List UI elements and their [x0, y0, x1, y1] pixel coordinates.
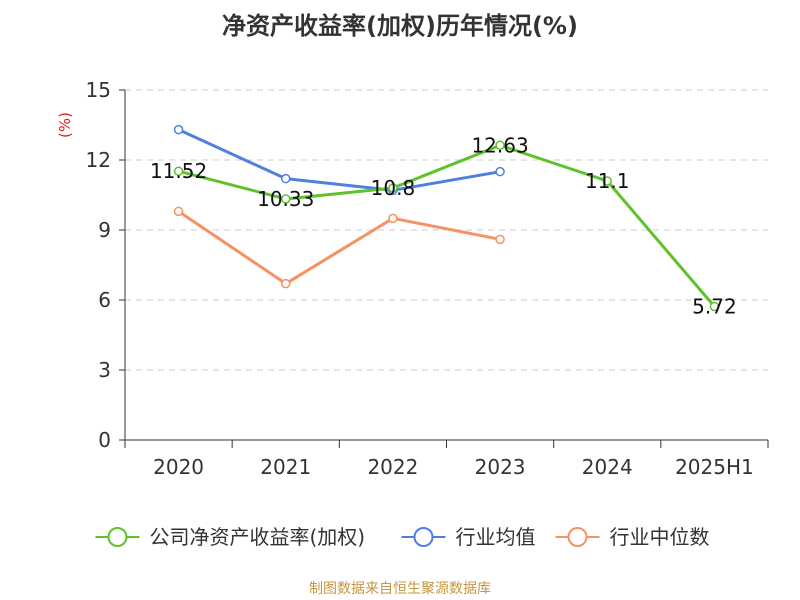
x-tick-label: 2020 — [153, 455, 204, 479]
data-label: 12.63 — [471, 133, 528, 157]
series-line — [178, 143, 716, 308]
series-line — [177, 128, 501, 192]
series-line — [177, 210, 501, 286]
x-tick-label: 2024 — [582, 455, 633, 479]
y-tick-label: 15 — [86, 78, 111, 102]
legend[interactable]: 公司净资产收益率(加权) 行业均值 行业中位数 — [95, 525, 710, 549]
x-tick-label: 2023 — [475, 455, 526, 479]
legend-item[interactable]: 公司净资产收益率(加权) — [95, 525, 366, 549]
data-label: 11.1 — [585, 169, 630, 193]
axes: 0 3 6 9 12 15 2020 2021 2022 2023 2024 2025H1 (%) — [56, 78, 769, 479]
y-tick-label: 12 — [86, 148, 111, 172]
y-tick-label: 6 — [98, 288, 111, 312]
data-label: 10.8 — [371, 176, 416, 200]
data-point[interactable] — [173, 166, 184, 176]
data-point[interactable] — [281, 194, 291, 204]
data-label: 10.33 — [257, 187, 314, 211]
legend-item[interactable]: 行业均值 — [401, 525, 536, 549]
legend-label: 公司净资产收益率(加权) — [150, 525, 366, 549]
data-point[interactable] — [495, 166, 505, 177]
data-point[interactable] — [173, 206, 184, 217]
data-label: 11.52 — [150, 159, 207, 183]
data-point[interactable] — [495, 140, 505, 151]
legend-marker — [567, 527, 588, 547]
chart-title: 净资产收益率(加权)历年情况(%) — [222, 12, 578, 40]
data-label: 5.72 — [692, 295, 737, 319]
data-point[interactable] — [173, 124, 184, 135]
data-point[interactable] — [281, 173, 291, 184]
data-point[interactable] — [281, 278, 291, 289]
legend-marker — [107, 527, 128, 547]
data-point[interactable] — [495, 234, 505, 245]
y-tick-label: 0 — [98, 428, 111, 452]
legend-label: 行业中位数 — [610, 525, 710, 549]
y-tick-label: 3 — [98, 358, 111, 382]
legend-item[interactable]: 行业中位数 — [555, 525, 710, 549]
y-axis-label: (%) — [56, 112, 74, 138]
x-tick-label: 2021 — [260, 455, 311, 479]
y-tick-label: 9 — [98, 218, 111, 242]
x-tick-label: 2022 — [367, 455, 418, 479]
legend-label: 行业均值 — [456, 525, 536, 549]
data-point[interactable] — [388, 213, 398, 224]
source-note: 制图数据来自恒生聚源数据库 — [309, 581, 491, 597]
data-labels: 11.52 10.33 10.8 12.63 11.1 5.72 — [150, 133, 737, 318]
data-point[interactable] — [388, 183, 398, 193]
data-point[interactable] — [602, 176, 612, 186]
data-point[interactable] — [709, 301, 720, 312]
x-tick-label: 2025H1 — [675, 455, 754, 479]
legend-marker — [413, 527, 434, 547]
series-lines — [173, 124, 720, 312]
